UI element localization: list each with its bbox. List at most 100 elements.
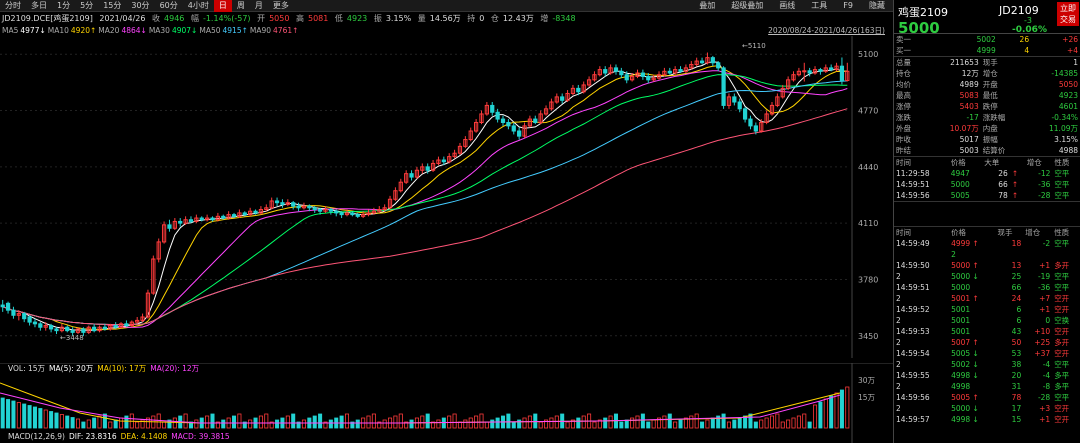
candle-body[interactable]	[258, 209, 264, 214]
candle-body[interactable]	[59, 326, 64, 332]
candle-body[interactable]	[430, 162, 436, 171]
volume-macd-chart[interactable]: VOL: 15万 MA(5): 20万 MA(10): 17万 MA(20): 12万…	[0, 363, 893, 443]
candle-body[interactable]	[361, 214, 366, 217]
candle-body[interactable]	[624, 74, 629, 81]
candle-body[interactable]	[274, 200, 280, 204]
candle-body[interactable]	[92, 326, 97, 332]
candle-body[interactable]	[38, 323, 43, 328]
candle-body[interactable]	[387, 198, 393, 209]
candle-body[interactable]	[511, 125, 516, 132]
candle-body[interactable]	[393, 190, 398, 200]
candle-body[interactable]	[834, 65, 839, 71]
candle-body[interactable]	[436, 159, 441, 164]
tick-row[interactable]: 2 5001 ↑ 24 +7 空开	[894, 293, 1080, 304]
candle-body[interactable]	[457, 145, 463, 154]
candle-body[interactable]	[205, 217, 210, 221]
candle-body[interactable]	[699, 60, 705, 64]
candle-body[interactable]	[377, 209, 382, 212]
period-tab[interactable]: 更多	[272, 0, 289, 10]
candle-body[interactable]	[404, 173, 409, 183]
candle-body[interactable]	[382, 207, 387, 211]
tick-row[interactable]: 14:59:52 5001 6 +1 空开	[894, 304, 1080, 315]
candle-body[interactable]	[506, 121, 511, 127]
tick-row[interactable]: 14:59:55 4998 ↓ 20 -4 多平	[894, 370, 1080, 381]
candle-body[interactable]	[113, 325, 118, 328]
candle-body[interactable]	[194, 217, 199, 222]
candle-body[interactable]	[161, 224, 167, 243]
candle-body[interactable]	[145, 292, 151, 318]
candle-body[interactable]	[178, 220, 183, 224]
tick-row[interactable]: 2 5000 ↓ 17 +3 空开	[894, 403, 1080, 414]
tick-row[interactable]: 2 5007 ↑ 50 +25 多开	[894, 337, 1080, 348]
candle-body[interactable]	[651, 77, 656, 81]
toolbar-menu-item[interactable]: 叠加	[699, 0, 716, 10]
candle-body[interactable]	[5, 302, 11, 311]
candlestick-chart[interactable]: 5100 4770 4440 4110 3780 3450 ←5110 ←3448	[0, 36, 893, 358]
trade-now-button[interactable]: 立即 交易	[1057, 2, 1079, 26]
candle-body[interactable]	[839, 65, 845, 82]
period-tab[interactable]: 分时	[5, 0, 21, 10]
candle-body[interactable]	[533, 118, 538, 123]
candle-body[interactable]	[737, 101, 742, 110]
candle-body[interactable]	[398, 181, 403, 192]
candle-body[interactable]	[264, 207, 269, 211]
candle-body[interactable]	[27, 316, 32, 323]
candle-body[interactable]	[108, 325, 113, 330]
candle-body[interactable]	[81, 328, 86, 333]
candle-body[interactable]	[468, 130, 473, 141]
candle-body[interactable]	[662, 70, 667, 76]
candle-body[interactable]	[646, 75, 651, 81]
toolbar-menu-item[interactable]: F9	[843, 0, 853, 10]
candle-body[interactable]	[414, 169, 420, 178]
candle-body[interactable]	[613, 67, 619, 72]
tick-row[interactable]: 2 5001 6 0 空换	[894, 315, 1080, 326]
period-tab[interactable]: 1分	[57, 0, 71, 10]
candle-body[interactable]	[527, 118, 533, 127]
candle-body[interactable]	[764, 113, 769, 123]
candle-body[interactable]	[710, 57, 715, 64]
candle-body[interactable]	[802, 70, 807, 73]
candle-body[interactable]	[366, 212, 371, 216]
candle-body[interactable]	[371, 210, 377, 214]
candle-body[interactable]	[608, 67, 613, 74]
candle-body[interactable]	[328, 209, 333, 212]
candle-body[interactable]	[490, 104, 495, 113]
book-row[interactable]: 卖一 5002 26 +26	[894, 34, 1080, 45]
toolbar-menu-item[interactable]: 画线	[779, 0, 796, 10]
period-tab[interactable]: 多日	[31, 0, 47, 10]
candle-body[interactable]	[317, 209, 323, 212]
big-order-row[interactable]: 11:29:58 4947 26 ↑ -12 空平	[894, 168, 1080, 179]
candle-body[interactable]	[70, 330, 75, 333]
candle-body[interactable]	[619, 70, 624, 76]
period-tab[interactable]: 日	[213, 0, 232, 12]
tick-row[interactable]: 2 5000 ↓ 25 -19 空平	[894, 271, 1080, 282]
candle-body[interactable]	[269, 200, 274, 209]
candle-body[interactable]	[248, 210, 253, 216]
candle-body[interactable]	[726, 96, 732, 106]
candle-body[interactable]	[425, 166, 430, 171]
candle-body[interactable]	[344, 212, 350, 216]
candle-body[interactable]	[845, 70, 850, 82]
candle-body[interactable]	[221, 215, 226, 219]
toolbar-menu-item[interactable]: 工具	[811, 0, 828, 10]
tick-row[interactable]: 2 4998 31 -8 多平	[894, 381, 1080, 392]
candle-body[interactable]	[640, 72, 645, 77]
candle-body[interactable]	[592, 74, 597, 81]
candle-body[interactable]	[291, 202, 296, 207]
candle-body[interactable]	[151, 258, 156, 294]
candle-body[interactable]	[447, 156, 452, 163]
candle-body[interactable]	[581, 84, 586, 93]
candle-body[interactable]	[237, 212, 242, 217]
tick-table[interactable]: 时间 价格 现手 增仓 性质 14:59:49 4999 ↑ 18 -2 空平 2 14:59:50 5…	[894, 227, 1080, 425]
period-tab[interactable]: 15分	[103, 0, 122, 10]
candle-body[interactable]	[753, 125, 758, 132]
candle-body[interactable]	[796, 70, 802, 76]
candle-body[interactable]	[742, 108, 748, 120]
tick-row[interactable]: 14:59:54 5005 ↓ 53 +37 空开	[894, 348, 1080, 359]
candle-body[interactable]	[350, 212, 355, 216]
period-tab[interactable]: 5分	[80, 0, 94, 10]
candle-body[interactable]	[473, 121, 479, 132]
candle-body[interactable]	[597, 69, 602, 76]
candle-body[interactable]	[759, 121, 764, 132]
candle-body[interactable]	[11, 309, 16, 316]
